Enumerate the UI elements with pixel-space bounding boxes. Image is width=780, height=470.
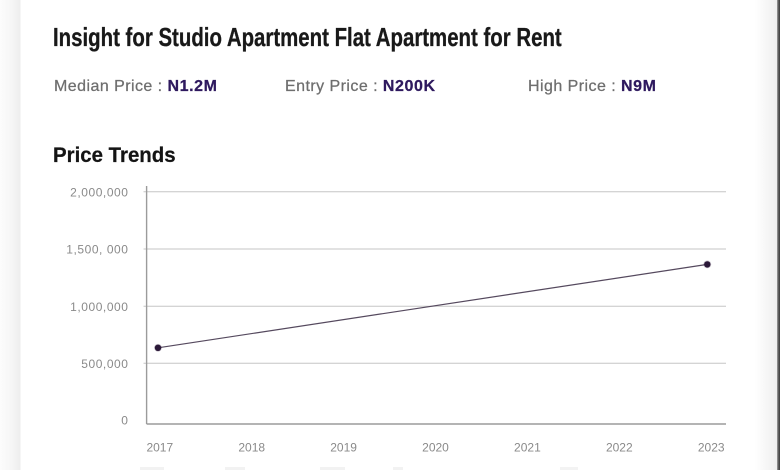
svg-text:2020: 2020 [422, 441, 449, 455]
svg-text:2019: 2019 [330, 441, 357, 455]
svg-text:500,000: 500,000 [81, 357, 128, 371]
svg-text:2021: 2021 [514, 441, 541, 455]
svg-text:0: 0 [121, 414, 128, 428]
svg-text:2022: 2022 [606, 441, 633, 455]
svg-text:2023: 2023 [698, 441, 725, 455]
svg-text:1,500, 000: 1,500, 000 [66, 243, 128, 257]
svg-text:2017: 2017 [146, 441, 173, 455]
svg-text:1,000,000: 1,000,000 [70, 300, 128, 314]
svg-text:2018: 2018 [238, 441, 265, 455]
svg-text:2,000,000: 2,000,000 [70, 185, 128, 199]
